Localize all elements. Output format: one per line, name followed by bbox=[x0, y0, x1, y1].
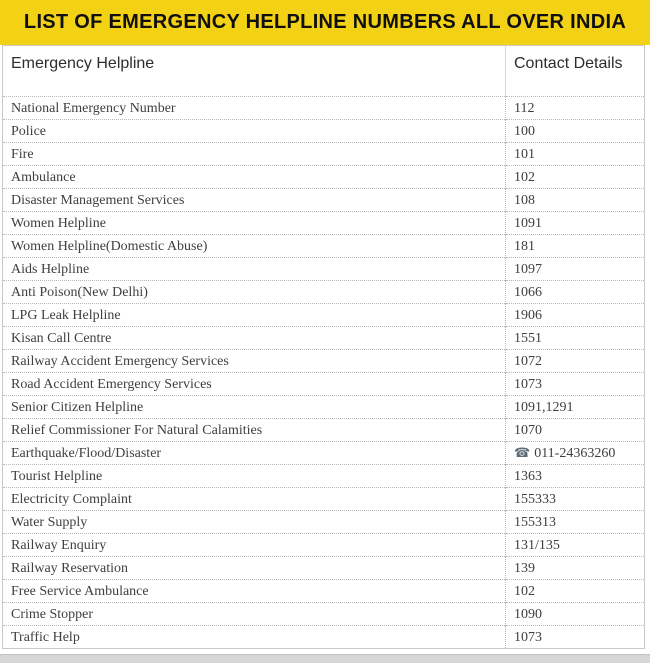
table-row: Women Helpline(Domestic Abuse) 181 bbox=[3, 234, 644, 258]
contact-number-cell: ☎ 011-24363260 bbox=[505, 441, 644, 465]
contact-number-cell: 1073 bbox=[505, 372, 644, 396]
service-name-cell: Railway Enquiry bbox=[3, 533, 506, 557]
page-title: LIST OF EMERGENCY HELPLINE NUMBERS ALL O… bbox=[23, 11, 627, 33]
table-row: LPG Leak Helpline 1906 bbox=[3, 303, 644, 327]
table-row: Railway Accident Emergency Services 1072 bbox=[3, 349, 644, 373]
table-row: Traffic Help 1073 bbox=[3, 625, 644, 648]
service-name-cell: Earthquake/Flood/Disaster bbox=[3, 441, 506, 465]
helpline-table: Emergency Helpline Contact Details Natio… bbox=[3, 46, 644, 648]
helpline-table-body: National Emergency Number 112 Police 100 Fir… bbox=[3, 96, 644, 648]
telephone-icon: ☎ bbox=[514, 446, 531, 461]
service-name-cell: Disaster Management Services bbox=[3, 188, 506, 212]
table-row: Police 100 bbox=[3, 119, 644, 143]
service-name-cell: Crime Stopper bbox=[3, 602, 506, 626]
contact-number-cell: 1906 bbox=[505, 303, 644, 327]
table-row: Relief Commissioner For Natural Calamiti… bbox=[3, 418, 644, 442]
contact-number-cell: 1551 bbox=[505, 326, 644, 350]
contact-number-cell: 112 bbox=[505, 96, 644, 120]
column-header-emergency-helpline: Emergency Helpline bbox=[3, 46, 506, 97]
contact-number-cell: 1090 bbox=[505, 602, 644, 626]
table-row: Anti Poison(New Delhi) 1066 bbox=[3, 280, 644, 304]
service-name-cell: Electricity Complaint bbox=[3, 487, 506, 511]
helpline-table-container: Emergency Helpline Contact Details Natio… bbox=[2, 45, 645, 649]
table-row: Senior Citizen Helpline 1091,1291 bbox=[3, 395, 644, 419]
table-header: Emergency Helpline Contact Details bbox=[3, 46, 644, 97]
contact-number-cell: 1072 bbox=[505, 349, 644, 373]
contact-number-cell: 1097 bbox=[505, 257, 644, 281]
header-row: Emergency Helpline Contact Details bbox=[3, 46, 644, 97]
service-name-cell: Railway Reservation bbox=[3, 556, 506, 580]
page-banner: LIST OF EMERGENCY HELPLINE NUMBERS ALL O… bbox=[0, 0, 650, 45]
service-name-cell: Water Supply bbox=[3, 510, 506, 534]
service-name-cell: Railway Accident Emergency Services bbox=[3, 349, 506, 373]
table-row: Electricity Complaint 155333 bbox=[3, 487, 644, 511]
service-name-cell: Police bbox=[3, 119, 506, 143]
service-name-cell: Women Helpline(Domestic Abuse) bbox=[3, 234, 506, 258]
table-row: Tourist Helpline 1363 bbox=[3, 464, 644, 488]
service-name-cell: Relief Commissioner For Natural Calamiti… bbox=[3, 418, 506, 442]
service-name-cell: Road Accident Emergency Services bbox=[3, 372, 506, 396]
contact-number-cell: 102 bbox=[505, 579, 644, 603]
service-name-cell: LPG Leak Helpline bbox=[3, 303, 506, 327]
service-name-cell: Fire bbox=[3, 142, 506, 166]
contact-number-cell: 139 bbox=[505, 556, 644, 580]
contact-number-cell: 1070 bbox=[505, 418, 644, 442]
table-row: Crime Stopper 1090 bbox=[3, 602, 644, 626]
table-row: Water Supply 155313 bbox=[3, 510, 644, 534]
service-name-cell: Free Service Ambulance bbox=[3, 579, 506, 603]
contact-number-cell: 1091 bbox=[505, 211, 644, 235]
contact-number-cell: 131/135 bbox=[505, 533, 644, 557]
contact-number-cell: 102 bbox=[505, 165, 644, 189]
column-header-contact-details: Contact Details bbox=[505, 46, 644, 97]
service-name-cell: Anti Poison(New Delhi) bbox=[3, 280, 506, 304]
contact-number-cell: 155333 bbox=[505, 487, 644, 511]
table-row: Fire 101 bbox=[3, 142, 644, 166]
table-row: Kisan Call Centre 1551 bbox=[3, 326, 644, 350]
service-name-cell: Women Helpline bbox=[3, 211, 506, 235]
service-name-cell: Traffic Help bbox=[3, 625, 506, 648]
table-row: National Emergency Number 112 bbox=[3, 96, 644, 120]
service-name-cell: Aids Helpline bbox=[3, 257, 506, 281]
service-name-cell: National Emergency Number bbox=[3, 96, 506, 120]
service-name-cell: Senior Citizen Helpline bbox=[3, 395, 506, 419]
contact-number-cell: 1066 bbox=[505, 280, 644, 304]
bottom-strip bbox=[0, 654, 650, 663]
table-row: Railway Reservation 139 bbox=[3, 556, 644, 580]
table-row: Aids Helpline 1097 bbox=[3, 257, 644, 281]
contact-number-cell: 155313 bbox=[505, 510, 644, 534]
contact-number-cell: 100 bbox=[505, 119, 644, 143]
contact-number-cell: 101 bbox=[505, 142, 644, 166]
contact-number-cell: 181 bbox=[505, 234, 644, 258]
service-name-cell: Tourist Helpline bbox=[3, 464, 506, 488]
contact-number-cell: 1073 bbox=[505, 625, 644, 648]
table-row: Disaster Management Services 108 bbox=[3, 188, 644, 212]
table-row: Earthquake/Flood/Disaster ☎ 011-24363260 bbox=[3, 441, 644, 465]
service-name-cell: Ambulance bbox=[3, 165, 506, 189]
service-name-cell: Kisan Call Centre bbox=[3, 326, 506, 350]
table-row: Ambulance 102 bbox=[3, 165, 644, 189]
table-row: Road Accident Emergency Services 1073 bbox=[3, 372, 644, 396]
table-row: Free Service Ambulance 102 bbox=[3, 579, 644, 603]
contact-number-cell: 1091,1291 bbox=[505, 395, 644, 419]
contact-number-cell: 108 bbox=[505, 188, 644, 212]
table-row: Railway Enquiry 131/135 bbox=[3, 533, 644, 557]
contact-number-cell: 1363 bbox=[505, 464, 644, 488]
table-row: Women Helpline 1091 bbox=[3, 211, 644, 235]
